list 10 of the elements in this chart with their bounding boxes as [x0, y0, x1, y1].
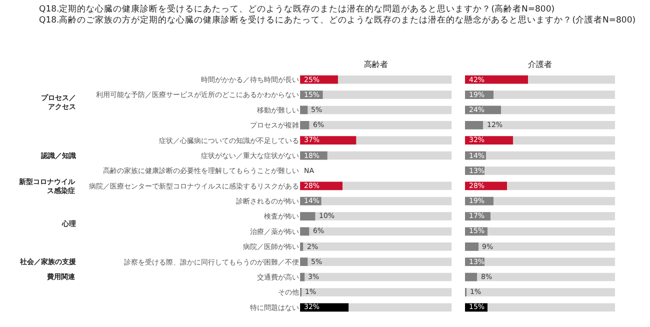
bar — [300, 120, 310, 130]
bar — [300, 212, 316, 220]
chart-title: Q18.定期的な心臓の健康診断を受けるにあたって、どのような既存のまたは潜在的な問題があると思いますか？(高齢者N=800) — [39, 3, 555, 14]
chart-subtitle: Q18.高齢のご家族の方が定期的な心臓の健康診断を受けるにあたって、どのような既存のまたは潜在的な懸念があると思いますか？(介護者N=800) — [39, 14, 636, 26]
bar — [465, 120, 483, 130]
bar — [300, 258, 308, 266]
bar — [465, 272, 477, 282]
bar — [465, 242, 478, 251]
series-label: 介護者 — [528, 60, 552, 69]
text: 高齢者 — [364, 60, 388, 69]
